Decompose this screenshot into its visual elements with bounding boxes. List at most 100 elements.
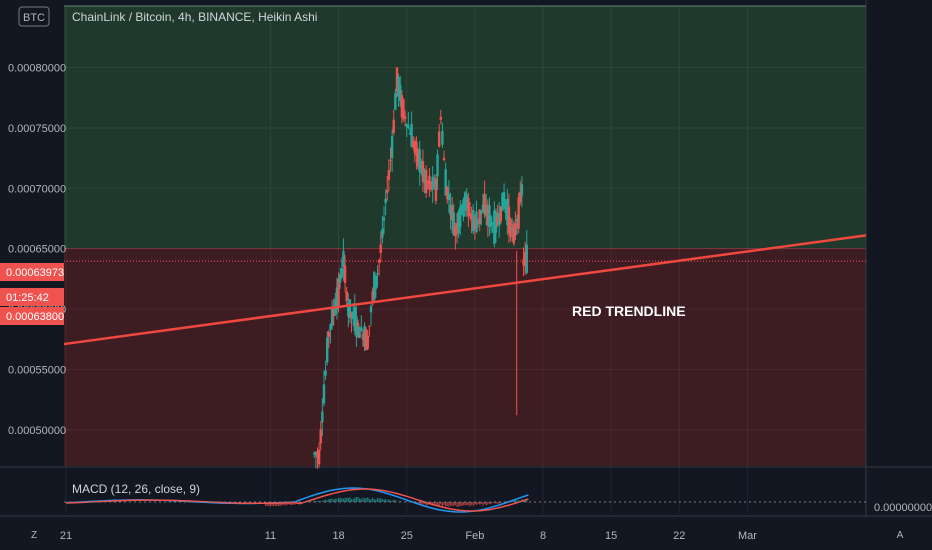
candle-body: [402, 99, 405, 120]
candle-body: [412, 141, 415, 147]
candle-body: [395, 67, 399, 92]
candle-body: [324, 370, 327, 376]
trendline-price-tag-box: [0, 307, 64, 325]
candle-body: [353, 306, 356, 332]
candle-body: [348, 299, 352, 319]
candle-body: [389, 160, 392, 162]
candle-body: [447, 194, 451, 201]
candle-body: [400, 95, 404, 118]
candle-body: [454, 227, 457, 236]
y-tick-label: 0.00050000: [8, 425, 66, 437]
candle-body: [442, 157, 446, 161]
candle-body: [488, 205, 491, 228]
candle-body: [326, 337, 329, 363]
candle-body: [501, 192, 504, 211]
countdown-tag: 01:25:42: [6, 292, 49, 304]
candle-body: [413, 140, 417, 154]
candle-body: [444, 169, 447, 196]
candle-body: [392, 119, 395, 134]
candle-body: [519, 191, 522, 203]
candle-body: [397, 77, 400, 97]
symbol-badge[interactable]: BTC: [23, 12, 45, 24]
candle-body: [480, 210, 483, 214]
candle-body: [441, 130, 444, 145]
x-tick-label: 8: [540, 530, 546, 542]
candle-body: [416, 149, 420, 167]
candle-body: [322, 384, 326, 404]
candle-body: [345, 291, 348, 302]
candle-body: [408, 133, 412, 135]
candle-body: [504, 200, 507, 213]
macd-legend: MACD (12, 26, close, 9): [72, 482, 200, 496]
candle-body: [338, 274, 342, 283]
candle-body: [335, 287, 339, 310]
candle-body: [394, 93, 397, 110]
candle-body: [460, 204, 464, 210]
candle-body: [522, 259, 525, 266]
trendline-label: RED TRENDLINE: [572, 303, 686, 319]
candle-body: [496, 216, 499, 226]
x-tick-label: 21: [60, 530, 72, 542]
candle-body: [475, 211, 478, 233]
candle-body: [366, 335, 369, 349]
signal-line: [65, 488, 529, 512]
candle-body: [384, 198, 387, 204]
candle-body: [431, 176, 434, 190]
candle-body: [455, 222, 459, 234]
candle-body: [515, 219, 519, 222]
candle-body: [329, 324, 332, 331]
candle-body: [327, 331, 331, 337]
x-tick-label: 11: [265, 530, 276, 542]
x-tick-label: 15: [605, 530, 617, 542]
candle-body: [428, 175, 431, 190]
candle-body: [463, 192, 467, 211]
y-tick-label: 0.00070000: [8, 183, 66, 195]
candle-body: [465, 194, 468, 210]
candle-body: [314, 452, 318, 456]
candle-body: [371, 291, 374, 301]
candle-body: [507, 206, 511, 234]
candle-body: [350, 312, 353, 319]
candle-body: [361, 333, 365, 340]
candle-body: [437, 131, 441, 147]
candle-body: [502, 192, 506, 208]
x-tick-label: 22: [673, 530, 685, 542]
candle-body: [494, 212, 498, 233]
chart-title: ChainLink / Bitcoin, 4h, BINANCE, Heikin…: [72, 10, 317, 24]
candle-body: [436, 154, 439, 177]
candle-body: [459, 207, 462, 228]
candle-body: [434, 177, 438, 201]
trendline-price-tag: 0.00063800: [6, 311, 64, 323]
candle-body: [369, 306, 373, 313]
candle-body: [321, 411, 324, 423]
timezone-button[interactable]: Z: [31, 530, 37, 541]
candle-body: [525, 244, 528, 273]
candle-body: [468, 213, 472, 216]
candle-body: [426, 181, 430, 184]
auto-scale-button[interactable]: A: [897, 530, 904, 541]
candle-body: [407, 125, 410, 129]
candle-body: [337, 278, 340, 306]
y-tick-label: 0.00080000: [8, 63, 66, 75]
symbol-badge-box[interactable]: [18, 6, 50, 27]
candle-body: [374, 275, 378, 290]
candle-body: [514, 222, 517, 236]
candle-body: [379, 244, 382, 253]
candle-body: [523, 251, 527, 267]
y-tick-label: 0.00075000: [8, 123, 66, 135]
candle-body: [510, 226, 514, 231]
candle-body: [429, 182, 433, 190]
candle-body: [481, 204, 485, 212]
red-trendline: [63, 234, 867, 346]
candle-body: [364, 329, 368, 351]
candle-body: [319, 429, 322, 444]
candle-body: [403, 116, 407, 120]
candle-body: [493, 210, 496, 244]
candle-body: [462, 199, 465, 217]
candle-body: [351, 311, 355, 320]
candle-body: [485, 206, 488, 216]
x-tick-label: Mar: [738, 530, 757, 542]
candle-body: [387, 170, 391, 180]
candle-body: [452, 212, 455, 236]
